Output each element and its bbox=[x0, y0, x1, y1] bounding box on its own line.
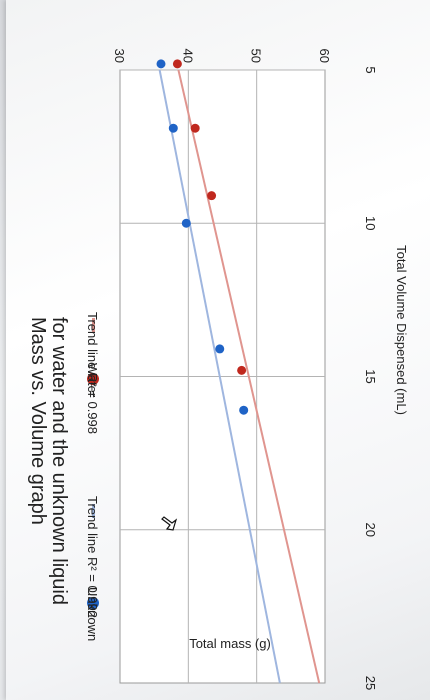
point-water bbox=[237, 365, 247, 375]
chart-title: Mass vs. Volume graph bbox=[27, 317, 49, 525]
x-tick-label: 15 bbox=[363, 369, 378, 383]
trend-line-unknown bbox=[158, 69, 281, 684]
point-unknown bbox=[181, 218, 191, 228]
trend-line-water bbox=[177, 69, 321, 684]
x-tick-label: 20 bbox=[363, 523, 378, 537]
x-tick-label: 5 bbox=[363, 66, 378, 73]
point-water bbox=[172, 59, 182, 69]
legend-water-label: Water bbox=[85, 363, 100, 398]
legend-trend-unknown-marker bbox=[92, 504, 95, 518]
y-axis-label: Total mass (g) bbox=[189, 636, 271, 651]
x-tick-label: 10 bbox=[363, 216, 378, 230]
point-water bbox=[207, 191, 217, 201]
point-unknown bbox=[239, 405, 249, 415]
legend-trend-unknown-label: Trend line R² = 0.992 bbox=[85, 496, 100, 618]
legend: Unknown Trend line R² = 0.992 Water Tren… bbox=[85, 312, 100, 641]
point-unknown bbox=[215, 344, 225, 354]
legend-unknown-label: Unknown bbox=[85, 587, 100, 641]
legend-water-marker bbox=[87, 373, 99, 385]
point-water bbox=[190, 123, 200, 133]
y-tick-label: 60 bbox=[317, 49, 332, 63]
tick-labels: 5 10 15 20 25 30 40 50 60 bbox=[112, 49, 378, 691]
chart-subtitle: for water and the unknown liquid bbox=[48, 317, 70, 605]
plot-area bbox=[119, 59, 326, 684]
point-unknown bbox=[156, 59, 166, 69]
legend-trend-water-marker bbox=[92, 318, 95, 332]
y-tick-label: 50 bbox=[249, 49, 264, 63]
x-axis-label: Total Volume Dispensed (mL) bbox=[394, 245, 409, 415]
y-tick-label: 40 bbox=[180, 49, 195, 63]
point-unknown bbox=[168, 123, 178, 133]
legend-unknown-marker bbox=[87, 597, 99, 609]
y-tick-label: 30 bbox=[112, 49, 127, 63]
legend-trend-water-label: Trend line R² = 0.998 bbox=[85, 312, 100, 434]
x-tick-label: 25 bbox=[363, 676, 378, 690]
cursor-arrow bbox=[161, 516, 178, 531]
